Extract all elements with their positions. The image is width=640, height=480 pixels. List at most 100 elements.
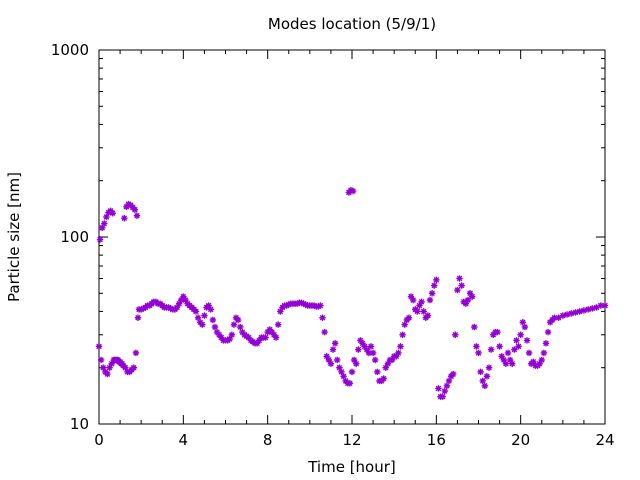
- x-tick-label: 4: [179, 431, 189, 449]
- data-point: [348, 368, 356, 376]
- data-point: [329, 346, 337, 353]
- data-point: [334, 356, 341, 364]
- data-point: [275, 321, 282, 328]
- data-point: [568, 310, 575, 317]
- x-ticks: 0 4 8 12 16 20 24: [94, 50, 615, 449]
- data-point: [458, 282, 465, 289]
- data-point: [487, 346, 495, 353]
- data-point: [409, 296, 417, 304]
- data-point: [538, 356, 545, 364]
- data-point: [228, 331, 236, 338]
- data-point: [109, 210, 116, 217]
- data-point: [424, 312, 432, 319]
- data-point: [367, 343, 375, 350]
- data-point: [450, 370, 457, 378]
- y-tick-label: 10: [70, 415, 89, 433]
- data-point: [426, 296, 434, 304]
- data-point: [513, 337, 520, 344]
- data-point: [511, 346, 518, 353]
- data-point: [435, 385, 442, 392]
- data-point: [192, 308, 200, 315]
- data-point: [471, 323, 478, 331]
- data-point: [317, 302, 324, 309]
- data-point: [96, 236, 104, 243]
- data-point: [262, 334, 269, 341]
- data-point: [130, 364, 137, 371]
- data-point: [399, 331, 406, 338]
- plot-frame: [98, 49, 606, 425]
- data-point: [272, 334, 280, 341]
- data-markers: [95, 186, 609, 400]
- data-point: [517, 331, 524, 338]
- data-point: [521, 323, 529, 331]
- data-point: [525, 349, 533, 357]
- data-point: [374, 368, 381, 376]
- data-point: [496, 343, 503, 350]
- data-point: [133, 212, 141, 219]
- data-point: [121, 215, 128, 222]
- data-point: [134, 314, 142, 321]
- data-point: [199, 321, 206, 328]
- data-point: [452, 331, 459, 338]
- data-point: [355, 346, 362, 353]
- data-point: [209, 316, 217, 324]
- data-point: [456, 275, 463, 282]
- data-point: [433, 276, 440, 284]
- data-point: [101, 220, 108, 227]
- data-point: [441, 387, 448, 395]
- data-point: [439, 393, 446, 400]
- y-tick-label: 1000: [51, 41, 89, 59]
- data-point: [131, 206, 139, 213]
- data-point: [349, 187, 357, 195]
- y-ticks: 10 100 1000: [51, 41, 605, 433]
- data-point: [544, 328, 552, 336]
- y-tick-label: 100: [60, 228, 89, 246]
- data-point: [95, 343, 103, 350]
- data-point: [371, 356, 379, 364]
- data-point: [104, 370, 111, 378]
- data-point: [540, 349, 548, 357]
- data-point: [509, 360, 516, 367]
- data-point: [428, 290, 436, 297]
- data-point: [397, 343, 404, 350]
- data-point: [380, 375, 387, 382]
- data-point: [230, 321, 238, 328]
- x-tick-label: 8: [263, 431, 273, 449]
- data-point: [431, 282, 438, 289]
- data-point: [327, 360, 335, 367]
- data-point: [207, 306, 214, 313]
- data-point: [369, 349, 377, 357]
- data-point: [477, 368, 484, 376]
- data-point: [483, 373, 491, 380]
- data-point: [481, 382, 489, 390]
- data-point: [420, 308, 427, 315]
- data-point: [479, 377, 486, 385]
- chart-title: Modes location (5/9/1): [268, 15, 436, 33]
- data-point: [601, 302, 609, 309]
- data-point: [97, 356, 105, 364]
- data-point: [321, 328, 328, 336]
- data-point: [475, 349, 482, 357]
- y-axis-label: Particle size [nm]: [5, 172, 23, 302]
- data-point: [353, 360, 360, 367]
- data-point: [346, 380, 354, 387]
- data-point: [132, 349, 140, 357]
- x-tick-label: 12: [342, 431, 361, 449]
- data-point: [523, 337, 531, 344]
- data-point: [405, 314, 413, 321]
- minor-ticks: [99, 50, 605, 424]
- x-tick-label: 0: [94, 431, 104, 449]
- data-point: [237, 323, 244, 331]
- x-tick-label: 20: [511, 431, 530, 449]
- x-tick-label: 16: [427, 431, 446, 449]
- data-point: [519, 319, 526, 326]
- data-point: [504, 349, 512, 357]
- x-axis-label: Time [hour]: [307, 458, 396, 476]
- data-point: [494, 328, 501, 336]
- data-point: [319, 314, 326, 321]
- data-point: [211, 323, 219, 331]
- data-point: [234, 316, 242, 324]
- x-tick-label: 24: [595, 431, 614, 449]
- data-point: [515, 343, 522, 350]
